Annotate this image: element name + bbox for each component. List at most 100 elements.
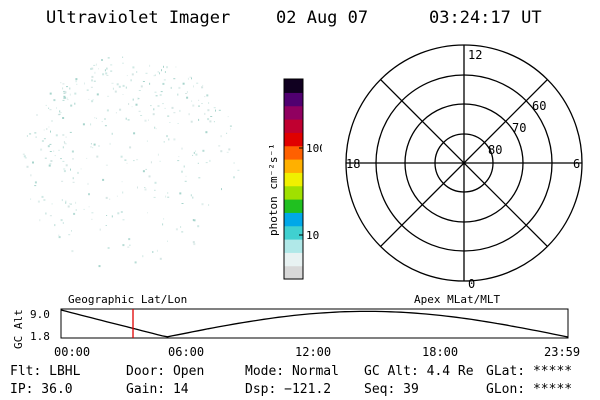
- uv-speckle: [93, 80, 96, 82]
- uv-speckle: [218, 109, 221, 111]
- uv-speckle: [179, 109, 181, 112]
- uv-speckle: [43, 129, 45, 131]
- uv-speckle: [192, 154, 194, 156]
- uv-speckle: [94, 71, 96, 74]
- uv-speckle: [154, 126, 156, 129]
- uv-speckle: [95, 63, 97, 66]
- uv-speckle: [196, 82, 199, 84]
- uv-speckle: [105, 225, 107, 226]
- uv-speckle: [188, 113, 190, 116]
- uv-speckle: [109, 142, 111, 145]
- uv-speckle: [74, 102, 76, 105]
- uv-speckle: [49, 151, 52, 152]
- uv-speckle: [65, 143, 67, 145]
- uv-speckle: [62, 99, 65, 101]
- uv-speckle: [111, 132, 113, 135]
- uv-speckle: [67, 99, 69, 101]
- uv-speckle: [150, 161, 152, 164]
- uv-speckle: [49, 163, 52, 165]
- uv-speckle: [180, 226, 182, 228]
- uv-speckle: [159, 94, 162, 96]
- uv-speckle: [193, 151, 195, 154]
- uv-speckle: [213, 107, 216, 109]
- time-tick-1800: 18:00: [422, 345, 458, 359]
- uv-speckle: [128, 103, 130, 105]
- colorbar-segment: [284, 252, 303, 267]
- uv-speckle: [49, 109, 52, 111]
- uv-speckle: [173, 138, 176, 141]
- uv-speckle: [208, 102, 210, 104]
- uv-speckle: [154, 181, 157, 184]
- uv-speckle: [162, 82, 165, 85]
- uv-speckle: [145, 72, 148, 74]
- uv-speckle: [106, 67, 108, 70]
- uv-speckle: [146, 140, 148, 142]
- uv-speckle: [204, 112, 206, 115]
- uv-speckle: [72, 177, 74, 180]
- uv-speckle: [75, 209, 77, 211]
- uv-speckle: [63, 141, 65, 143]
- uv-speckle: [24, 157, 27, 159]
- uv-speckle: [178, 86, 181, 89]
- uv-speckle: [138, 90, 141, 91]
- uv-speckle: [127, 246, 130, 248]
- uv-speckle: [185, 93, 188, 94]
- uv-speckle: [99, 228, 101, 231]
- uv-speckle: [131, 73, 134, 76]
- uv-speckle: [153, 108, 155, 111]
- uv-speckle: [126, 162, 128, 164]
- uv-speckle: [54, 224, 56, 227]
- uv-speckle: [90, 123, 92, 126]
- altitude-max-label: 9.0: [30, 308, 50, 321]
- uv-speckle: [92, 99, 94, 101]
- uv-speckle: [138, 110, 141, 112]
- apex-title: Apex MLat/MLT: [414, 293, 501, 306]
- uv-speckle: [88, 206, 90, 208]
- uv-speckle: [66, 97, 68, 100]
- uv-speckle: [136, 71, 138, 73]
- uv-speckle: [51, 203, 53, 205]
- uv-speckle: [59, 110, 61, 113]
- uv-speckle: [201, 86, 204, 89]
- uv-speckle: [66, 86, 68, 88]
- uv-speckle: [221, 188, 222, 191]
- uv-speckle: [198, 99, 200, 101]
- uv-speckle: [150, 105, 152, 107]
- uv-speckle: [205, 162, 208, 164]
- uv-speckle: [148, 119, 149, 121]
- uv-speckle: [76, 83, 78, 85]
- uv-speckle: [237, 169, 240, 171]
- uv-speckle: [137, 186, 138, 189]
- uv-speckle: [61, 180, 64, 182]
- mlt-label-6: 6: [573, 157, 580, 171]
- colorbar-segment: [284, 132, 303, 147]
- uv-speckle: [63, 168, 66, 170]
- uv-speckle: [65, 136, 67, 138]
- uv-speckle: [115, 112, 117, 114]
- uv-speckle: [69, 87, 71, 90]
- uv-speckle: [107, 247, 110, 249]
- uv-speckle: [90, 146, 92, 148]
- colorbar-tick-label-100: 100: [306, 142, 322, 155]
- uv-speckle: [152, 113, 155, 116]
- uv-speckle: [80, 168, 82, 170]
- uv-speckle: [70, 104, 73, 107]
- uv-speckle: [190, 194, 192, 197]
- uv-speckle: [149, 64, 151, 67]
- colorbar: 100 10 photon cm⁻²s⁻¹: [267, 78, 322, 280]
- uv-speckle: [133, 132, 136, 135]
- uv-speckle: [132, 66, 135, 69]
- time-tick-1200: 12:00: [295, 345, 331, 359]
- uv-speckle: [91, 100, 94, 103]
- uv-speckle: [36, 114, 38, 116]
- colorbar-label: photon cm⁻²s⁻¹: [267, 143, 280, 236]
- uv-speckle: [70, 168, 71, 171]
- uv-speckle: [183, 165, 185, 168]
- uv-speckle: [88, 98, 90, 100]
- uv-speckle: [192, 219, 194, 221]
- uv-speckle: [204, 96, 206, 98]
- image-time: 03:24:17 UT: [429, 8, 542, 28]
- image-date: 02 Aug 07: [276, 8, 369, 28]
- uv-speckle: [163, 79, 166, 81]
- uv-speckle: [45, 212, 47, 215]
